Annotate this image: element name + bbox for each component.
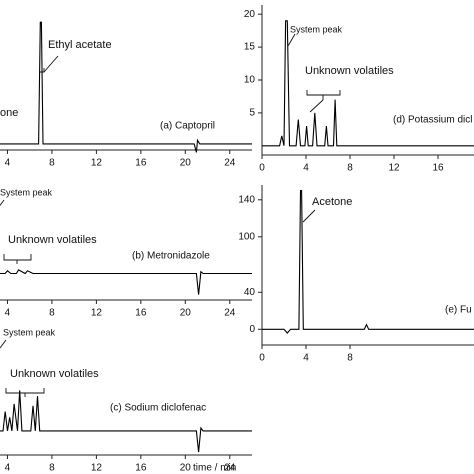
pointer [43,55,59,73]
x-tick-label: 8 [49,158,55,169]
y-tick-label: 100 [238,231,255,242]
x-tick-label: 20 [180,158,192,169]
trace [0,390,252,453]
x-tick-label: 4 [303,163,309,174]
x-tick-label: 16 [135,463,147,474]
x-tick-label: 12 [91,308,103,319]
x-tick-label: 4 [5,463,11,474]
pointer [5,388,45,397]
x-tick-label: 20 [180,308,192,319]
panel-label: (e) Fu [445,305,472,316]
panel-label: (b) Metronidazole [132,251,210,262]
x-tick-label: 12 [91,463,103,474]
trace [0,269,252,295]
y-tick-label: 5 [249,108,255,119]
x-tick-label: 16 [135,158,147,169]
y-tick-label: 20 [244,9,256,20]
trace [0,21,252,153]
pointer [302,209,316,223]
x-tick-label: 4 [303,353,309,364]
x-tick-label: 24 [224,308,236,319]
panel-label: (a) Captopril [160,121,215,132]
annotation: Unknown volatiles [305,65,394,77]
panel-label: (c) Sodium diclofenac [110,403,206,414]
annotation: Unknown volatiles [10,368,99,380]
y-tick-label: 40 [244,287,256,298]
x-tick-label: 8 [347,163,353,174]
y-tick-label: 0 [249,324,255,335]
x-tick-label: 16 [135,308,147,319]
x-tick-label: 12 [388,163,400,174]
x-tick-label: 8 [347,353,353,364]
pointer [0,199,5,207]
x-axis-label: time / min [193,463,236,474]
annotation: Acetone [312,196,352,208]
x-tick-label: 8 [49,308,55,319]
annotation: one [0,107,18,119]
x-tick-label: 4 [5,308,11,319]
pointer [0,339,7,349]
x-tick-label: 24 [224,463,236,474]
pointer [306,90,341,113]
x-tick-label: 0 [259,353,265,364]
annotation: System peak [3,327,56,337]
annotation: System peak [0,187,53,197]
y-tick-label: 15 [244,42,256,53]
x-tick-label: 0 [259,163,265,174]
annotation: Unknown volatiles [8,234,97,246]
x-tick-label: 16 [432,163,444,174]
x-tick-label: 4 [5,158,11,169]
trace [262,189,474,334]
trace [262,20,474,147]
y-tick-label: 10 [244,75,256,86]
y-tick-label: 140 [238,194,255,205]
x-tick-label: 8 [49,463,55,474]
pointer [287,33,296,47]
x-tick-label: 12 [91,158,103,169]
annotation: Ethyl acetate [48,39,112,51]
pointer [40,68,45,73]
pointer [3,254,32,264]
x-tick-label: 24 [224,158,236,169]
x-tick-label: 20 [180,463,192,474]
panel-label: (d) Potassium dicl [393,115,472,126]
annotation: System peak [290,24,343,34]
